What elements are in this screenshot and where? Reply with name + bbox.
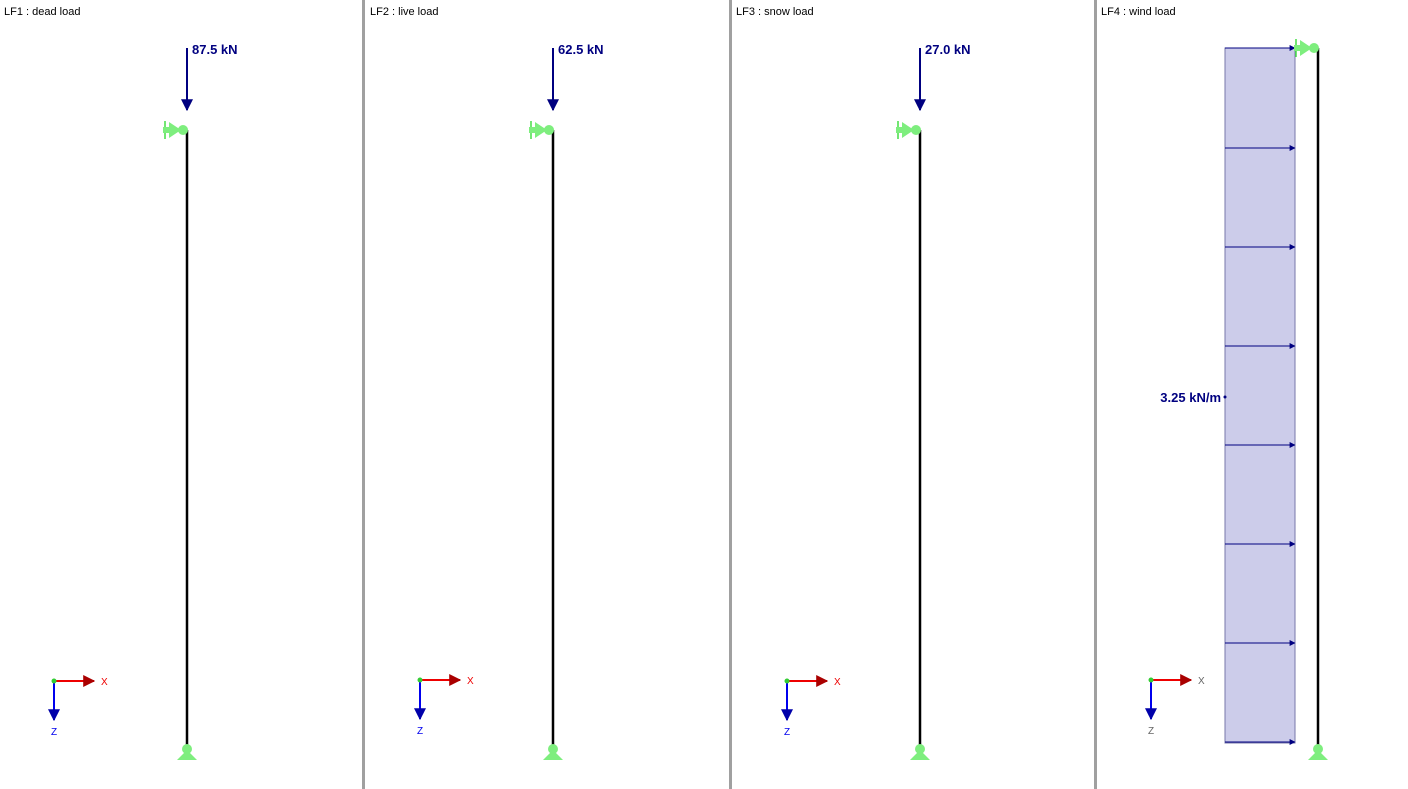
axis-triad: X Z [1145, 674, 1205, 737]
panel-lf2[interactable]: LF2 : live load 62.5 kN X Z [370, 6, 604, 760]
x-axis-label: X [467, 676, 474, 687]
top-support-icon [1293, 38, 1320, 58]
bottom-support-icon [177, 744, 197, 760]
bottom-support-icon [1308, 744, 1328, 760]
z-axis-label: Z [1148, 726, 1154, 737]
panel-divider[interactable] [362, 0, 365, 789]
axis-triad: X Z [48, 675, 108, 738]
panel-divider[interactable] [1094, 0, 1097, 789]
axis-triad: X Z [414, 674, 474, 737]
panel-title: LF3 : snow load [736, 6, 814, 18]
x-axis-label: X [1198, 676, 1205, 687]
top-support-icon [528, 120, 555, 140]
top-support-icon [162, 120, 189, 140]
panel-lf3[interactable]: LF3 : snow load 27.0 kN X Z [736, 6, 971, 760]
load-label: 62.5 kN [558, 42, 604, 57]
panel-lf1[interactable]: LF1 : dead load 87.5 kN X Z [4, 6, 238, 760]
x-axis-label: X [834, 677, 841, 688]
bottom-support-icon [910, 744, 930, 760]
axis-triad: X Z [781, 675, 841, 738]
z-axis-label: Z [417, 726, 423, 737]
bottom-support-icon [543, 744, 563, 760]
load-label: 27.0 kN [925, 42, 971, 57]
z-axis-label: Z [51, 727, 57, 738]
panel-lf4[interactable]: LF4 : wind load 3.25 kN/m X Z [1101, 6, 1328, 760]
z-axis-label: Z [784, 727, 790, 738]
load-label: 3.25 kN/m [1160, 390, 1221, 405]
load-label: 87.5 kN [192, 42, 238, 57]
panel-title: LF4 : wind load [1101, 6, 1176, 18]
panel-divider[interactable] [729, 0, 732, 789]
x-axis-label: X [101, 677, 108, 688]
top-support-icon [895, 120, 922, 140]
panel-title: LF2 : live load [370, 6, 438, 18]
panel-title: LF1 : dead load [4, 6, 80, 18]
distributed-load-arrows [1225, 45, 1296, 745]
distributed-load-area [1224, 47, 1296, 744]
